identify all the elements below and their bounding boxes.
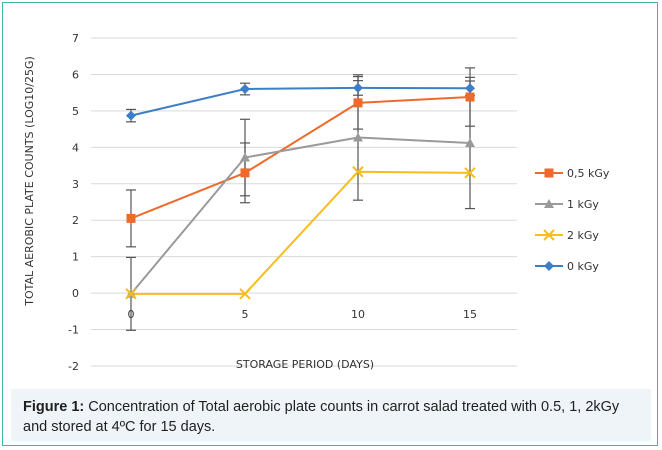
triangle-marker — [465, 137, 475, 147]
square-marker — [240, 168, 250, 178]
diamond-marker — [544, 261, 554, 271]
y-tick-label: 3 — [72, 178, 79, 191]
y-tick-label: 7 — [72, 32, 79, 45]
square-marker — [353, 98, 363, 108]
series-line — [130, 136, 471, 295]
data-markers — [125, 82, 476, 300]
x-tick-label: 10 — [351, 308, 365, 321]
y-tick-label: -1 — [68, 324, 79, 337]
legend-entry: 0 kGy — [567, 260, 599, 273]
y-tick-label: 0 — [72, 287, 79, 300]
series-line — [131, 170, 471, 295]
diamond-marker — [353, 82, 363, 93]
series-line — [130, 96, 471, 220]
x-marker-stroke — [125, 288, 137, 300]
legend-entry: 0,5 kGy — [567, 167, 610, 180]
series-lines — [130, 86, 471, 295]
x-axis-label: STORAGE PERIOD (DAYS) — [236, 358, 374, 371]
chart-area: -2 -1 0 1 2 3 4 5 6 7 0 5 10 15 TOTAL AEROBIC PLATE … — [11, 11, 651, 381]
x-marker-stroke — [352, 166, 364, 178]
square-marker — [465, 92, 475, 102]
figure-caption: Figure 1: Concentration of Total aerobic… — [23, 397, 643, 437]
legend-entry: 1 kGy — [567, 198, 599, 211]
square-marker — [126, 213, 136, 223]
y-tick-labels: -2 -1 0 1 2 3 4 5 6 7 — [68, 32, 79, 373]
x-tick-label: 15 — [463, 308, 477, 321]
caption-box: Figure 1: Concentration of Total aerobic… — [11, 389, 651, 441]
x-marker-stroke — [464, 167, 476, 179]
diamond-marker — [126, 110, 136, 121]
y-tick-label: -2 — [68, 360, 79, 373]
line-chart: -2 -1 0 1 2 3 4 5 6 7 0 5 10 15 TOTAL AEROBIC PLATE … — [23, 32, 610, 373]
x-tick-label: 0 — [128, 308, 135, 321]
triangle-marker — [353, 132, 363, 142]
legend: 0,5 kGy 1 kGy 2 kGy 0 kGy — [535, 167, 610, 273]
caption-text: Concentration of Total aerobic plate cou… — [23, 399, 620, 435]
x-tick-labels: 0 5 10 15 — [128, 308, 478, 321]
y-tick-label: 5 — [72, 105, 79, 118]
grid-lines — [91, 37, 517, 367]
triangle-marker — [240, 152, 250, 162]
diamond-marker — [465, 83, 475, 94]
y-tick-label: 6 — [72, 68, 79, 81]
x-marker-stroke — [543, 229, 555, 241]
figure-frame: -2 -1 0 1 2 3 4 5 6 7 0 5 10 15 TOTAL AEROBIC PLATE … — [2, 2, 658, 446]
y-tick-label: 1 — [72, 251, 79, 264]
x-marker-stroke — [239, 288, 251, 300]
y-tick-label: 4 — [72, 141, 79, 154]
triangle-marker — [544, 199, 554, 208]
y-axis-label: TOTAL AEROBIC PLATE COUNTS (LOG10/25G) — [23, 56, 36, 307]
series-line — [130, 86, 471, 117]
legend-entry: 2 kGy — [567, 229, 599, 242]
diamond-marker — [240, 84, 250, 95]
y-tick-label: 2 — [72, 214, 79, 227]
caption-label: Figure 1: — [23, 399, 85, 415]
x-tick-label: 5 — [242, 308, 249, 321]
square-marker — [544, 168, 554, 178]
